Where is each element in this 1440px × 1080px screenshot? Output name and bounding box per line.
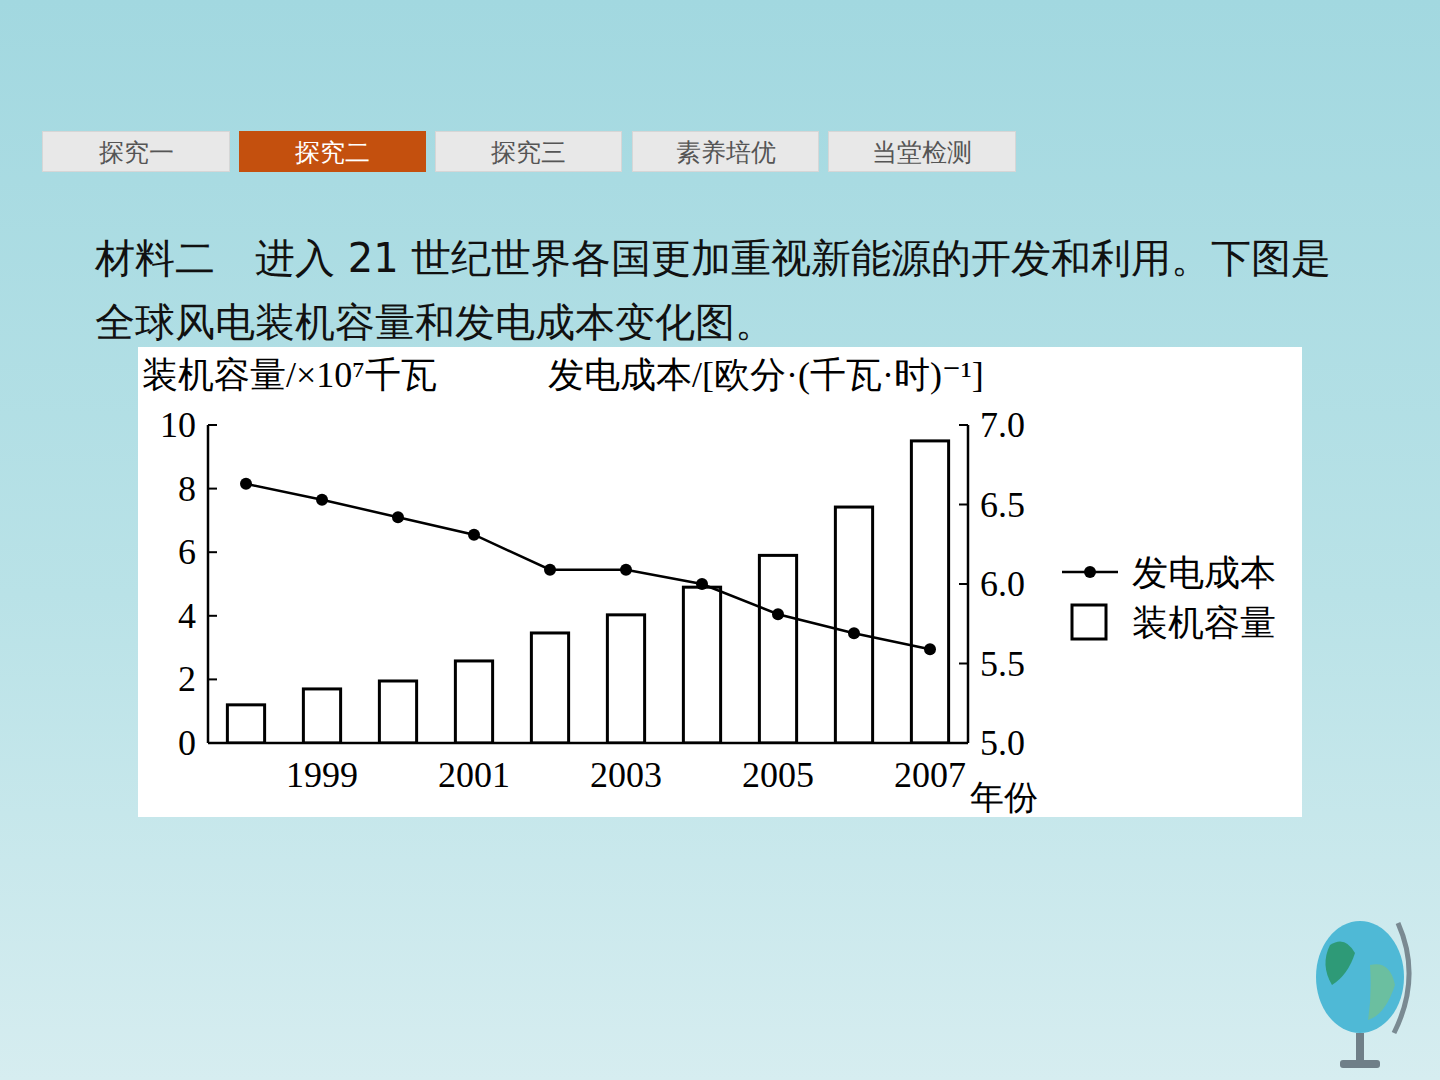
tab[interactable]: 当堂检测	[828, 131, 1016, 172]
material-text: 材料二 进入 21 世纪世界各国更加重视新能源的开发和利用。下图是全球风电装机容…	[95, 226, 1357, 354]
line-marker	[544, 564, 556, 576]
bar	[303, 689, 340, 743]
y-tick	[208, 678, 217, 680]
tab[interactable]: 探究三	[435, 131, 622, 172]
line-marker	[848, 627, 860, 639]
line-marker	[924, 643, 936, 655]
globe-icon	[1310, 905, 1420, 1075]
y2-tick-label: 6.0	[980, 564, 1025, 604]
y2-axis-title: 发电成本/[欧分·(千瓦·时)⁻¹]	[548, 355, 984, 395]
x-tick-label: 2007	[894, 755, 966, 795]
x-tick-label: 2003	[590, 755, 662, 795]
plot-marks	[227, 441, 948, 743]
line-marker	[772, 608, 784, 620]
bar	[455, 661, 492, 743]
land	[1325, 941, 1355, 985]
bar	[911, 441, 948, 743]
legend-swatch	[1072, 605, 1106, 639]
y-tick-label: 4	[178, 596, 196, 636]
bar	[607, 615, 644, 743]
y-tick-label: 0	[178, 723, 196, 763]
x-tick-label: 1999	[286, 755, 358, 795]
bar	[531, 633, 568, 743]
y-tick	[208, 551, 217, 553]
bar	[835, 507, 872, 743]
globe	[1316, 921, 1404, 1033]
y2-tick	[959, 742, 968, 744]
y2-tick	[959, 504, 968, 506]
y-tick-label: 10	[160, 405, 196, 445]
y2-tick-label: 5.0	[980, 723, 1025, 763]
tab[interactable]: 探究一	[42, 131, 230, 172]
tab[interactable]: 素养培优	[632, 131, 819, 172]
y2-tick	[959, 663, 968, 665]
y2-tick-label: 5.5	[980, 644, 1025, 684]
chart-background	[138, 347, 1302, 817]
line-marker	[392, 511, 404, 523]
globe-stand	[1356, 1033, 1364, 1061]
line-marker	[620, 564, 632, 576]
legend-label: 装机容量	[1132, 603, 1276, 643]
line-marker	[468, 529, 480, 541]
bar	[227, 705, 264, 743]
bar	[683, 587, 720, 743]
line-marker	[240, 478, 252, 490]
x-axis-title: 年份	[970, 779, 1038, 816]
x-tick-label: 2001	[438, 755, 510, 795]
globe-stand	[1394, 923, 1409, 1033]
y-tick	[208, 424, 217, 426]
cost-line	[246, 484, 930, 649]
bar	[379, 681, 416, 743]
bar	[759, 555, 796, 743]
y2-tick-label: 6.5	[980, 485, 1025, 525]
y2-tick	[959, 424, 968, 426]
y-tick	[208, 488, 217, 490]
chart: 0 2 4 6 8 10 5.0 5.5 6.0 6.5 7.0 1999 2001 2003 2005 20…	[138, 347, 1302, 817]
line-marker	[696, 578, 708, 590]
land	[1368, 964, 1395, 1020]
y-axis	[207, 425, 210, 743]
y-tick-label: 8	[178, 469, 196, 509]
legend-label: 发电成本	[1132, 553, 1276, 593]
y2-tick-label: 7.0	[980, 405, 1025, 445]
x-tick-label: 2005	[742, 755, 814, 795]
y-tick	[208, 615, 217, 617]
globe-stand	[1340, 1060, 1380, 1068]
y-tick	[208, 742, 217, 744]
y-tick-label: 2	[178, 659, 196, 699]
legend-swatch	[1084, 566, 1096, 578]
line-marker	[316, 494, 328, 506]
y2-tick	[959, 583, 968, 585]
y-tick-label: 6	[178, 532, 196, 572]
y-axis-title: 装机容量/×10⁷千瓦	[142, 355, 437, 395]
x-axis	[208, 742, 968, 745]
tab[interactable]: 探究二	[239, 131, 426, 172]
